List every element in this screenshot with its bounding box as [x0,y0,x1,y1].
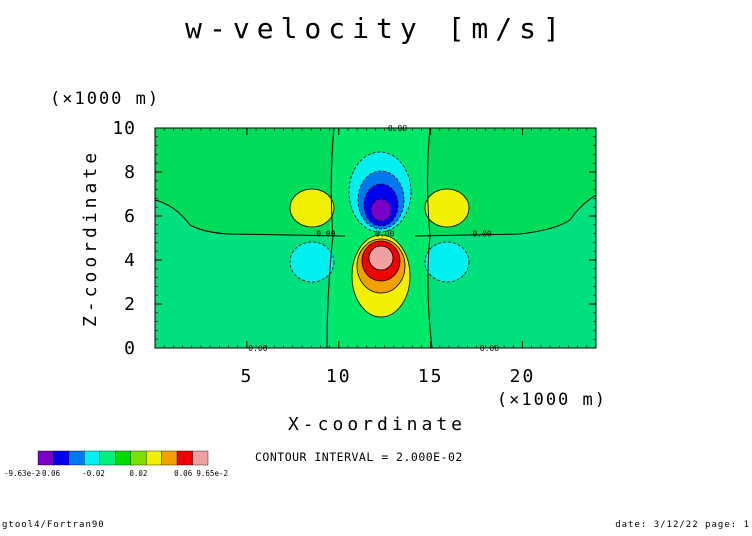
x-tick-label: 15 [418,366,444,387]
colorbar-label: -9.63e-2 [4,469,40,478]
chart-title: w-velocity [m/s] [185,12,567,45]
updraft-core [368,245,394,271]
footer-right: date: 3/12/22 page: 1 [615,520,750,530]
side-downdraft-right [424,241,470,283]
y-tick-label: 6 [124,206,136,227]
colorbar-swatch [115,450,131,466]
y-tick-label: 8 [124,162,136,183]
colorbar-label: -0.06 [38,469,61,478]
colorbar-swatch [68,450,85,466]
side-updraft-left [289,188,335,228]
colorbar-swatch [161,450,178,466]
contour-label: 0.00 [472,230,491,239]
colorbar-swatch [176,450,193,466]
y-axis-label: Z-coordinate [80,149,101,327]
side-downdraft-left [289,241,335,283]
x-tick-label: 5 [240,366,253,387]
contour-label: 0.00 [375,230,394,239]
y-unit-label: (×1000 m) [50,89,160,109]
downdraft-core [370,198,392,222]
x-tick-label: 20 [510,366,536,387]
y-tick-label: 10 [112,118,136,139]
colorbar-swatch [192,450,209,466]
y-tick-label: 4 [124,250,136,271]
colorbar-swatch [53,450,70,466]
colorbar-label: 0.02 [129,469,147,478]
colorbar-label: 9.65e-2 [196,469,228,478]
y-axis: 0 2 4 6 8 10 [112,118,596,359]
zero-contour-column-right [427,128,433,348]
colorbar-swatch [84,450,101,466]
colorbar-label: 0.06 [174,469,193,478]
side-updraft-right [424,188,470,228]
colorbar-swatch [99,450,116,466]
zero-contour-column-left [326,128,335,348]
colorbar-label: -0.02 [82,469,105,478]
colorbar-swatch [130,450,147,466]
contour-field [155,128,596,348]
footer-left: gtool4/Fortran90 [2,520,105,530]
zero-contour-left [155,199,346,237]
x-axis-label: X-coordinate [288,414,466,435]
y-tick-label: 0 [124,338,136,359]
colorbar: -9.63e-2-0.06 -0.02 0.02 0.06 9.65e-2 [4,450,228,478]
x-tick-label: 10 [326,366,352,387]
x-axis: 5 10 15 20 [240,128,536,387]
contour-label: 0.00 [316,230,335,239]
y-tick-label: 2 [124,294,136,315]
upper-left-wedge [155,200,330,348]
x-unit-label: (×1000 m) [497,390,607,410]
upper-right-wedge [430,195,596,348]
zero-contour-right [414,194,596,237]
contour-interval-text: CONTOUR INTERVAL = 2.000E-02 [255,450,463,464]
colorbar-swatch [37,450,54,466]
colorbar-swatch [145,450,162,466]
